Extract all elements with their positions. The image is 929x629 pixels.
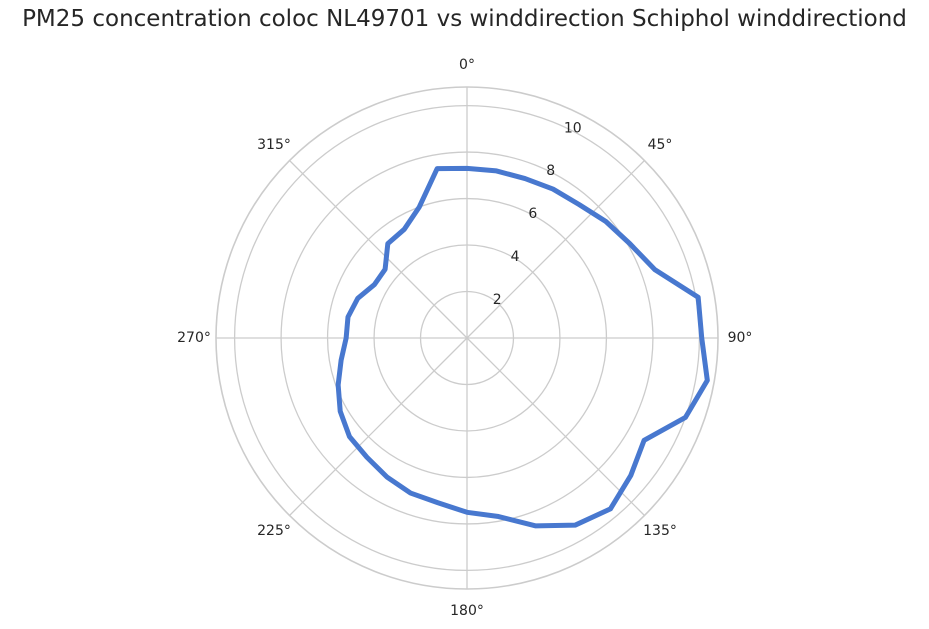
angle-tick-label-0: 0°	[459, 57, 475, 73]
angular-gridline-225	[289, 337, 468, 516]
radial-tick-label-6: 6	[528, 206, 537, 222]
radial-tick-label-2: 2	[493, 292, 502, 308]
angle-tick-label-135: 135°	[643, 523, 677, 539]
angle-tick-label-225: 225°	[257, 523, 291, 539]
radial-tick-label-10: 10	[564, 120, 582, 136]
angle-tick-labels: 0° 45° 90° 135° 180° 225° 270° 315°	[177, 57, 752, 619]
series-layer	[335, 165, 710, 529]
radial-tick-labels: 2 4 6 8 10	[493, 120, 582, 308]
angular-gridline-315	[289, 160, 468, 339]
radial-tick-label-4: 4	[511, 249, 520, 265]
angle-tick-label-45: 45°	[648, 137, 673, 153]
radial-tick-label-8: 8	[546, 163, 555, 179]
angle-tick-label-90: 90°	[728, 330, 753, 346]
angular-gridline-45	[466, 160, 645, 339]
angular-gridline-135	[466, 337, 645, 516]
angle-tick-label-270: 270°	[177, 330, 211, 346]
angle-tick-label-315: 315°	[257, 137, 291, 153]
series-line-0	[335, 165, 710, 529]
angle-tick-label-180: 180°	[450, 603, 484, 619]
angular-gridlines	[216, 87, 718, 589]
chart-title: PM25 concentration coloc NL49701 vs wind…	[22, 6, 907, 32]
